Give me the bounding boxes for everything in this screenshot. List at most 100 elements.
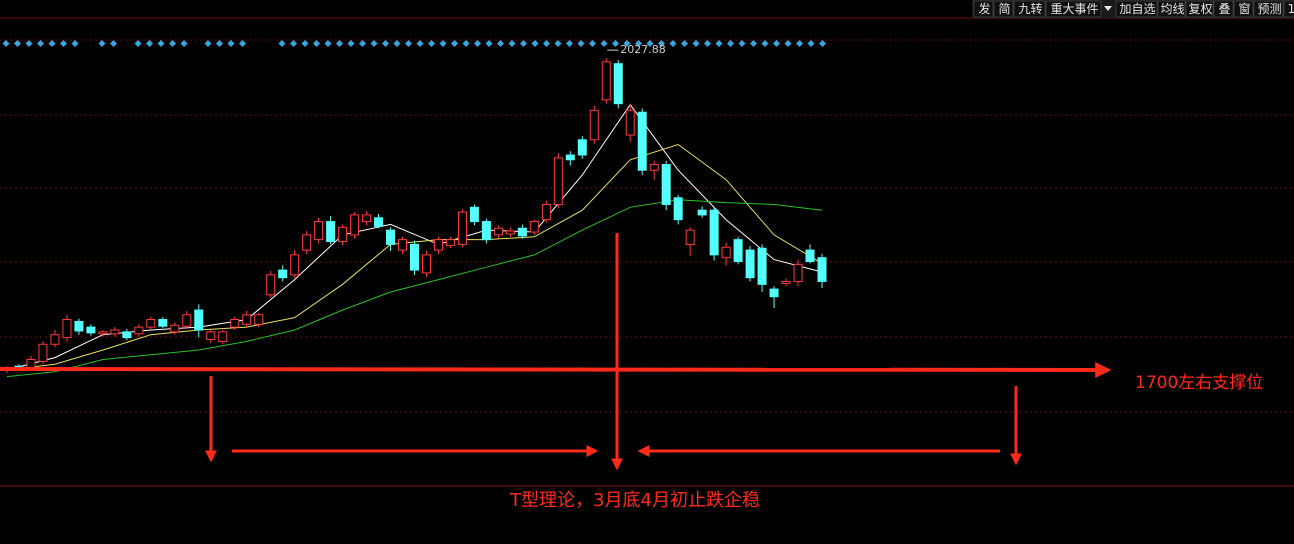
candle-body — [433, 239, 443, 251]
candle-body — [122, 331, 132, 339]
candle-body — [350, 214, 360, 236]
support-annotation: 1700左右支撑位 — [1135, 373, 1263, 393]
signal-diamond — [462, 40, 470, 47]
signal-diamond — [819, 40, 826, 47]
signal-diamond — [692, 40, 700, 47]
toolbar-label[interactable]: 叠 — [1218, 2, 1230, 16]
toolbar-button[interactable] — [1013, 0, 1046, 18]
signal-diamond — [2, 40, 10, 47]
peak-label: 2027.88 — [620, 43, 666, 56]
candle-body — [158, 319, 168, 327]
toolbar-label[interactable]: 九转 — [1018, 1, 1042, 16]
toolbar-button[interactable] — [1253, 0, 1284, 18]
signal-diamond — [313, 40, 320, 47]
signal-diamond — [428, 40, 435, 47]
candle-body — [362, 214, 372, 223]
signal-row — [2, 40, 826, 47]
toolbar-button[interactable] — [993, 0, 1014, 18]
candle-body — [230, 319, 240, 328]
candle-body — [242, 314, 252, 325]
toolbar-label[interactable]: 发 — [978, 1, 990, 16]
candle-body — [601, 61, 611, 101]
candle-body — [709, 209, 719, 256]
signal-diamond — [715, 40, 723, 47]
toolbar-button[interactable] — [1115, 0, 1158, 18]
toolbar-label[interactable]: 窗 — [1238, 2, 1250, 16]
toolbar-label[interactable]: 1 — [1288, 2, 1294, 16]
toolbar-label[interactable]: 重大事件 — [1050, 2, 1098, 16]
toolbar-button[interactable] — [1157, 0, 1186, 18]
candle-body — [218, 331, 228, 342]
signal-diamond — [508, 40, 516, 47]
dropdown-icon[interactable] — [1104, 6, 1112, 11]
signal-diamond — [727, 40, 734, 47]
signal-diamond — [669, 40, 677, 47]
signal-diamond — [796, 40, 803, 47]
signal-diamond — [681, 40, 688, 47]
candle-body — [469, 206, 479, 223]
signal-diamond — [520, 40, 527, 47]
candle-body — [769, 288, 779, 298]
toolbar-label[interactable]: 均线 — [1160, 2, 1184, 16]
signal-diamond — [405, 40, 412, 47]
candle-body — [733, 239, 743, 263]
candle-body — [182, 314, 192, 327]
toolbar-label[interactable]: 复权 — [1188, 2, 1212, 16]
signal-diamond — [278, 40, 286, 47]
toolbar-label[interactable]: 预测 — [1257, 2, 1281, 16]
candle-body — [673, 197, 683, 221]
candle-body — [50, 334, 60, 345]
candle-body — [98, 331, 108, 335]
signal-diamond — [25, 40, 33, 47]
signal-diamond — [554, 40, 562, 47]
signal-diamond — [623, 40, 631, 47]
toolbar-button[interactable] — [1213, 0, 1234, 18]
signal-diamond — [807, 40, 815, 47]
signal-diamond — [474, 40, 481, 47]
signal-diamond — [600, 40, 608, 47]
candle-body — [805, 249, 815, 263]
candle-body — [721, 246, 731, 259]
toolbar-label[interactable]: 简 — [998, 2, 1010, 16]
signal-diamond — [543, 40, 550, 47]
signal-diamond — [14, 40, 21, 47]
signal-diamond — [577, 40, 585, 47]
toolbar-label[interactable]: 加自选 — [1119, 2, 1155, 16]
annotation-arrows — [0, 233, 1112, 471]
candle-body — [278, 269, 288, 279]
candle-body — [421, 254, 431, 274]
candle-body — [685, 229, 695, 245]
candle-body — [410, 243, 419, 271]
signal-diamond — [37, 40, 44, 47]
toolbar-button[interactable] — [1233, 0, 1254, 18]
signal-diamond — [359, 40, 366, 47]
toolbar-button[interactable] — [1185, 0, 1214, 18]
candle-body — [505, 230, 515, 235]
signal-diamond — [382, 40, 389, 47]
signal-diamond — [71, 40, 79, 47]
candle-body — [398, 239, 408, 251]
toolbar-button[interactable] — [1045, 0, 1102, 18]
signal-diamond — [204, 40, 212, 47]
signal-diamond — [784, 40, 792, 47]
candle-body — [637, 111, 647, 171]
toolbar-button[interactable] — [973, 0, 994, 18]
signal-diamond — [227, 40, 235, 47]
signal-diamond — [773, 40, 780, 47]
candle-body — [457, 211, 467, 245]
candle-body — [529, 221, 539, 233]
toolbar-button[interactable] — [1283, 0, 1294, 18]
candle-body — [577, 139, 587, 156]
candle-body — [134, 326, 144, 335]
signal-diamond — [761, 40, 769, 47]
signal-diamond — [497, 40, 504, 47]
candle-body — [697, 209, 707, 216]
candle-body — [170, 324, 180, 333]
signal-diamond — [239, 40, 246, 47]
signal-diamond — [370, 40, 378, 47]
signal-diamond — [157, 40, 165, 47]
candle-body — [793, 263, 803, 282]
signal-diamond — [451, 40, 458, 47]
signal-diamond — [98, 40, 106, 47]
